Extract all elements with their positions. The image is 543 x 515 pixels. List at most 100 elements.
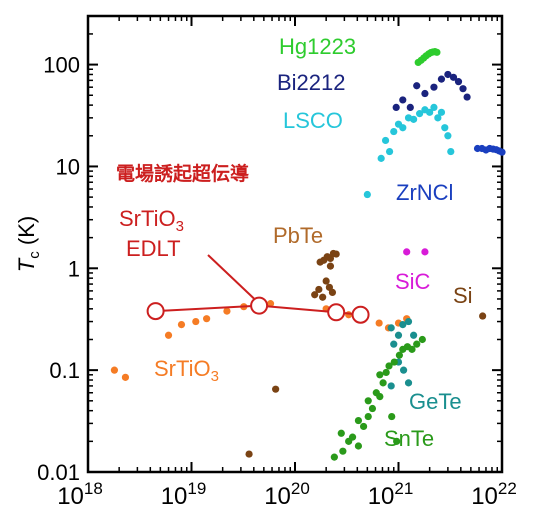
data-point-lsco [399,124,407,132]
data-point-srtio3 [266,300,275,308]
data-point-snte [382,368,390,377]
edlt-label-line2: EDLT [126,236,181,261]
data-point-snte [364,412,372,421]
y-tick-label: 0.01 [37,460,80,485]
data-point-pbte [332,250,340,258]
data-point-snte [393,437,401,445]
data-point-gete [399,321,407,329]
data-point-lsco [377,154,385,162]
data-point-bi2212 [463,93,471,101]
data-point-pbte [326,262,335,270]
data-point-lsco [385,147,394,156]
data-point-bi2212 [444,70,452,79]
data-point-pbte [322,277,330,285]
data-point-si [479,312,487,320]
data-point-srtio3 [177,321,186,329]
series-label-srtio3: SrTiO3 [154,356,219,385]
data-point-snte [413,340,421,348]
data-point-srtio3 [375,319,383,327]
series-label-zrncl: ZrNCl [396,180,453,205]
series-label-gete: GeTe [409,389,462,414]
data-point-gete [387,382,395,390]
data-point-snte [408,345,416,353]
data-point-bi2212 [459,85,467,93]
data-point-lsco [441,124,449,132]
y-axis-label: Tc (K) [14,216,43,272]
y-tick-label: 10 [56,154,80,179]
data-point-pbte [328,288,337,296]
series-label-pbte: PbTe [273,223,323,248]
data-point-srtio3 [110,366,119,374]
data-point-gete [390,340,398,348]
data-point-lsco [434,114,442,122]
edlt-point [327,303,346,322]
edlt-label-line1: SrTiO3 [119,206,184,235]
data-point-pbte [311,291,319,299]
x-tick-label: 1022 [471,479,517,510]
data-point-pbte [272,385,280,393]
data-point-snte [339,447,347,455]
data-point-srtio3 [121,373,130,381]
data-point-pbte [315,285,323,294]
annotation-title: 電場誘起超伝導 [116,162,249,185]
data-point-sic [403,248,411,256]
data-point-pbte [245,450,253,458]
data-point-sic [421,248,429,256]
data-point-gete [387,324,395,332]
series-label-si: Si [453,283,473,308]
data-point-snte [376,392,384,401]
edlt-point [250,296,269,315]
data-point-bi2212 [454,78,463,86]
data-point-lsco [410,115,418,123]
data-point-gete [399,366,408,374]
data-point-snte [390,358,398,366]
edlt-line [155,304,361,316]
series-label-lsco: LSCO [283,108,343,133]
series-label-hg1223: Hg1223 [279,34,356,59]
data-point-bi2212 [392,103,400,111]
data-point-snte [364,397,372,405]
data-point-snte [388,412,396,421]
data-point-zrncl [498,148,506,156]
series-label-sic: SiC [395,269,431,294]
edlt-pointer [207,254,256,301]
data-point-bi2212 [449,73,458,81]
data-point-gete [410,331,418,339]
data-point-snte [385,362,393,370]
data-point-bi2212 [413,82,421,90]
data-points [110,48,506,461]
data-point-bi2212 [399,96,407,104]
y-tick-label: 100 [43,53,80,78]
data-point-snte [337,429,345,437]
data-point-gete [404,317,413,326]
data-point-lsco [416,110,424,118]
x-tick-label: 1018 [57,479,103,510]
series-label-bi2212: Bi2212 [277,70,346,95]
data-point-snte [354,416,363,425]
data-point-snte [418,335,426,344]
series-labels: 電場誘起超伝導 Hg1223 Bi2212 LSCO ZrNCl PbTe SiC Si GeT… [116,34,473,451]
data-point-srtio3 [203,315,211,323]
data-point-gete [404,379,413,387]
data-point-snte [395,351,403,359]
data-point-bi2212 [421,89,429,98]
data-point-snte [376,371,384,379]
data-point-lsco [390,127,398,136]
data-point-lsco [437,108,446,116]
data-point-snte [330,453,338,461]
x-tick-label: 1019 [161,479,207,510]
data-point-srtio3 [223,307,231,315]
edlt-point [146,302,165,321]
data-point-lsco [381,136,390,145]
series-label-snte: SnTe [384,426,434,451]
data-point-snte [368,404,377,413]
data-point-hg1223 [433,48,441,56]
y-tick-label: 0.1 [49,358,80,383]
x-tick-label: 1020 [264,479,310,510]
x-tick-label: 1021 [368,479,414,510]
data-point-bi2212 [430,83,438,91]
data-point-bi2212 [406,103,414,111]
y-tick-label: 1 [68,256,80,281]
